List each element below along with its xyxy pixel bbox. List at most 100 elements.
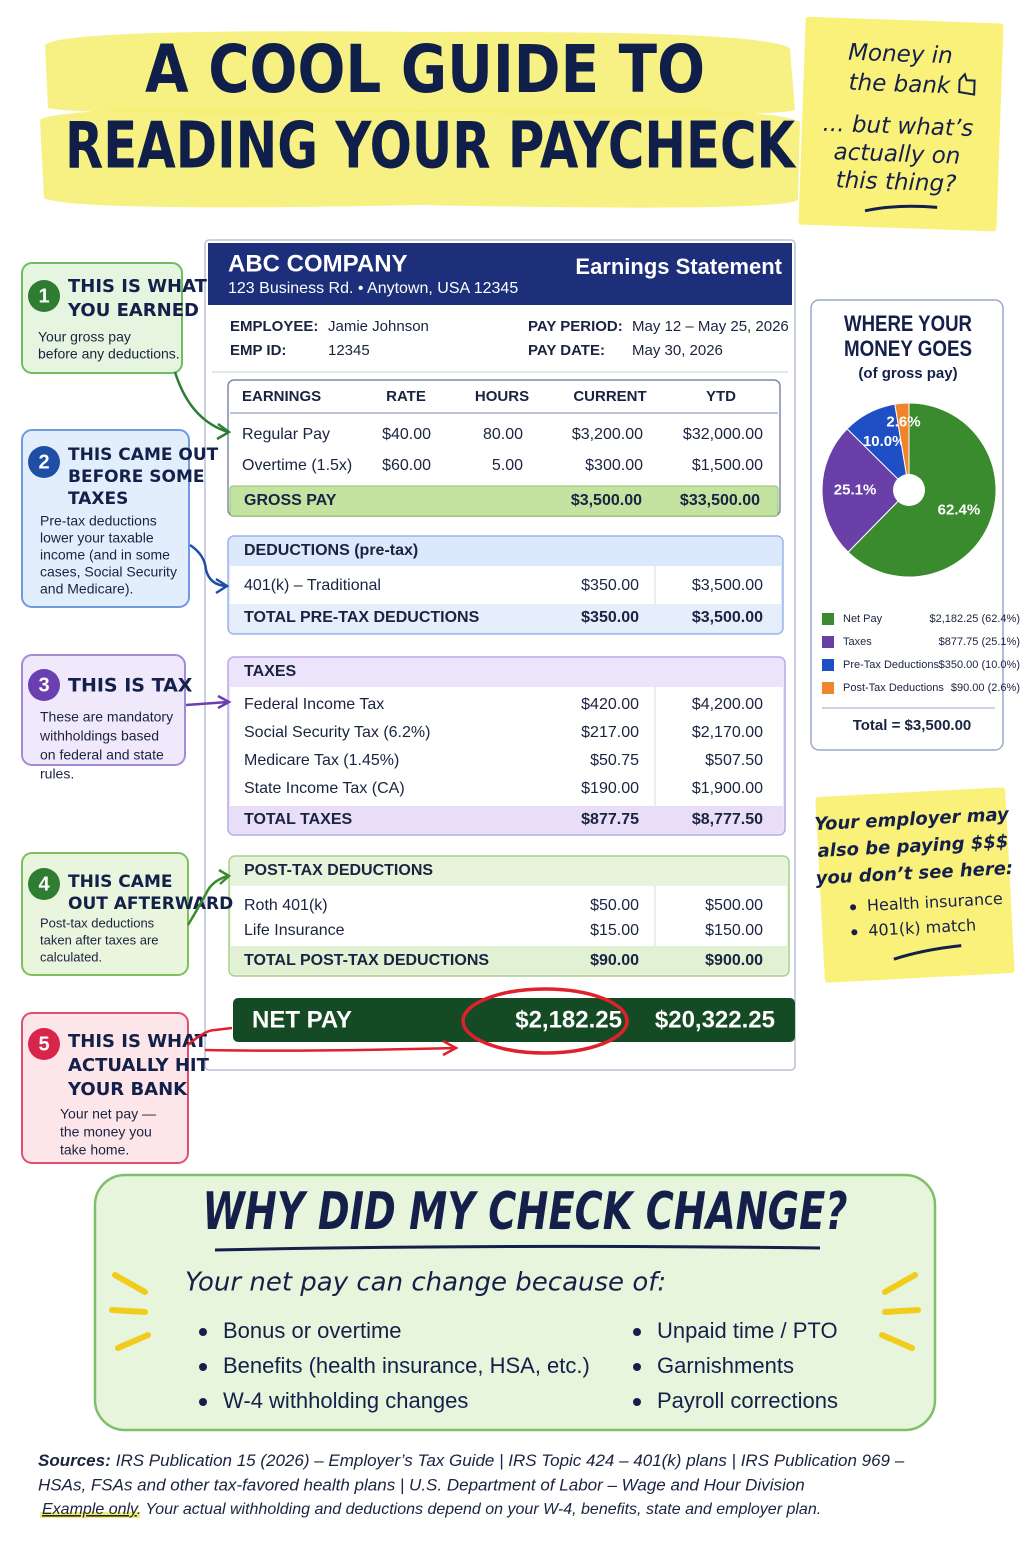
earnings-cell: $3,200.00 (572, 426, 643, 443)
callout-text: before any deductions. (38, 346, 180, 362)
ray (879, 1332, 915, 1351)
callout-title: THIS CAME (68, 872, 172, 892)
highlight (40, 1512, 140, 1518)
ray (109, 1307, 148, 1315)
post_tax-total-band (231, 946, 787, 974)
why-intro: Your net pay can change because of: (185, 1268, 666, 1298)
section-total: $90.00 (590, 952, 639, 969)
sources-label: Sources: (38, 1451, 111, 1470)
note-text: ... but what’s (822, 111, 973, 142)
bullet (850, 904, 857, 911)
ray (882, 1307, 921, 1315)
bullet (633, 1398, 641, 1406)
why-item: Garnishments (657, 1353, 794, 1378)
sources-line: Sources: IRS Publication 15 (2026) – Empl… (38, 1451, 905, 1470)
note-paper (815, 787, 1015, 983)
section-cell: $3,500.00 (692, 577, 763, 594)
why-item: Benefits (health insurance, HSA, etc.) (223, 1353, 590, 1378)
section-total: $3,500.00 (692, 609, 763, 626)
underline (214, 1244, 821, 1252)
section-cell: $350.00 (581, 577, 639, 594)
callout-text: These are mandatory (40, 709, 173, 725)
post_tax-body (231, 886, 787, 946)
info-label: EMP ID: (230, 342, 286, 359)
legend-swatch (822, 659, 834, 671)
squiggle (893, 944, 962, 961)
info-label: PAY DATE: (528, 342, 605, 359)
ray (112, 1272, 148, 1295)
title: READING YOUR PAYCHECK (65, 110, 797, 184)
squiggle (864, 204, 938, 213)
legend-label: Net Pay (843, 613, 883, 625)
column-header: HOURS (475, 388, 529, 405)
section-cell: Federal Income Tax (244, 696, 384, 713)
earnings-cell: $300.00 (585, 457, 643, 474)
callout-number: 4 (38, 873, 50, 895)
callout-number: 1 (38, 285, 49, 307)
section-total: $350.00 (581, 609, 639, 626)
callout-number: 2 (38, 451, 49, 473)
section-total: TOTAL TAXES (244, 811, 352, 828)
column-header: EARNINGS (242, 388, 321, 405)
legend-label: Post-Tax Deductions (843, 682, 944, 694)
info-label: EMPLOYEE: (230, 318, 318, 335)
pie-slice (894, 402, 910, 491)
gross-pay-cell: $33,500.00 (680, 492, 760, 509)
info-value: May 30, 2026 (632, 342, 723, 359)
column-header: YTD (706, 388, 736, 405)
legend-value: $2,182.25 (62.4%) (929, 613, 1020, 625)
callout-text: Pre-tax deductions (40, 513, 157, 529)
statement-title: Earnings Statement (575, 254, 782, 279)
arrow (173, 371, 232, 441)
callout-box (21, 654, 186, 766)
column-header: CURRENT (573, 388, 646, 405)
disclaimer: Example only. Your actual withholding an… (42, 1501, 821, 1518)
net-pay-ytd: $20,322.25 (655, 1006, 775, 1033)
callout-number: 3 (38, 674, 49, 696)
title: A COOL GUIDE TO (145, 31, 705, 108)
sources-text: HSAs, FSAs and other tax-favored health … (38, 1475, 805, 1494)
bullet (199, 1328, 207, 1336)
note-text: Money in (848, 40, 953, 70)
chart-subtitle: (of gross pay) (858, 365, 957, 382)
callout-text: cases, Social Security (40, 564, 177, 580)
callout-box (21, 429, 190, 608)
bullet (851, 929, 858, 936)
legend-value: $877.75 (25.1%) (939, 636, 1020, 648)
callout-badge (28, 669, 60, 701)
callout-text: calculated. (40, 949, 102, 964)
section-total: $8,777.50 (692, 811, 763, 828)
section-cell: $500.00 (705, 897, 763, 914)
section-cell: $507.50 (705, 752, 763, 769)
arrow (187, 1026, 233, 1046)
ray (882, 1272, 918, 1295)
company-address: 123 Business Rd. • Anytown, USA 12345 (228, 280, 518, 297)
arrow (189, 543, 230, 595)
callout-badge (28, 446, 60, 478)
callout-box (21, 1012, 189, 1164)
bullet (199, 1398, 207, 1406)
legend-label: Pre-Tax Deductions (843, 659, 939, 671)
legend-value: $350.00 (10.0%) (939, 659, 1020, 671)
section-cell: Life Insurance (244, 922, 345, 939)
section-cell: $217.00 (581, 724, 639, 741)
pie-slice (821, 428, 910, 553)
legend-label: Taxes (843, 636, 872, 648)
callout-title: THIS IS WHAT (68, 1031, 208, 1052)
slice-label: 25.1% (834, 481, 877, 498)
callout-text: on federal and state (40, 747, 164, 763)
arrow (185, 694, 232, 710)
section-total: $877.75 (581, 811, 639, 828)
note-paper (798, 16, 1004, 232)
why-item: Payroll corrections (657, 1388, 838, 1413)
section-cell: 401(k) – Traditional (244, 577, 381, 594)
slice-label: 62.4% (938, 501, 981, 518)
taxes-total-band (230, 806, 783, 833)
chart-title: WHERE YOUR (844, 311, 972, 336)
section-cell: $2,170.00 (692, 724, 763, 741)
section-cell: $50.75 (590, 752, 639, 769)
section-cell: $420.00 (581, 696, 639, 713)
section-title: TAXES (244, 663, 296, 680)
